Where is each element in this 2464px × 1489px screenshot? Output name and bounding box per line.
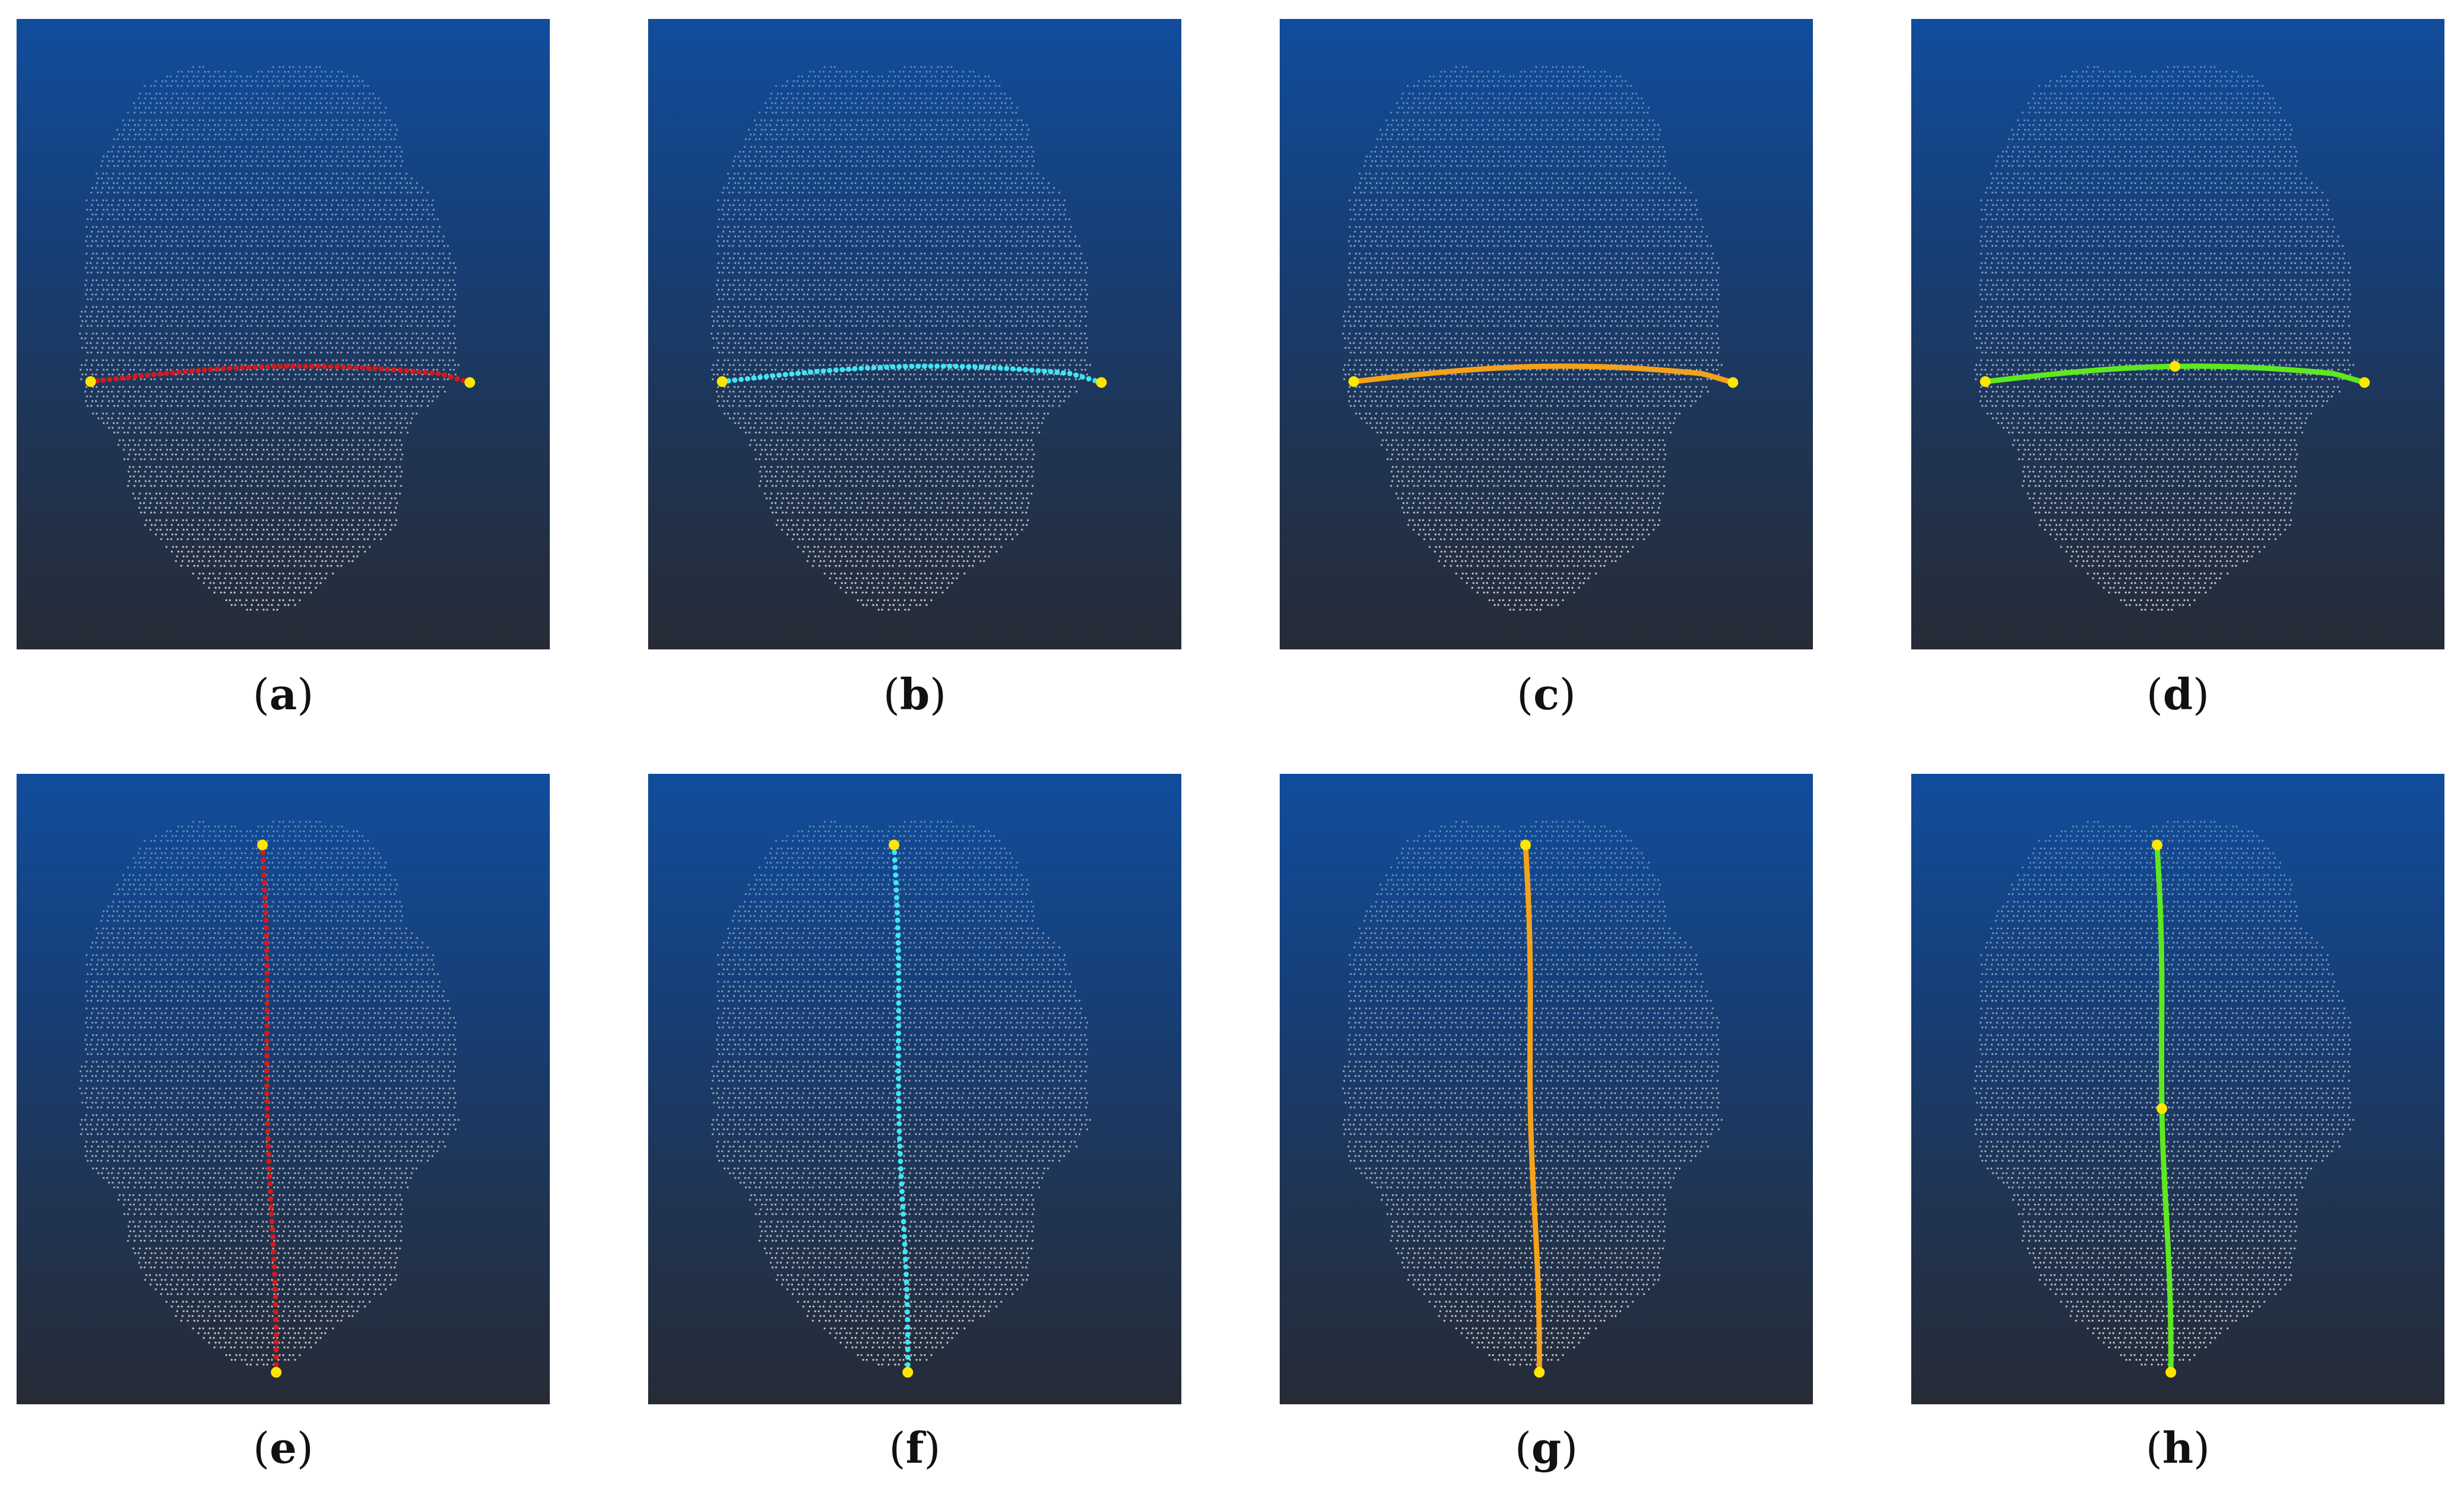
caption-open-paren: ( xyxy=(883,670,900,719)
point-cloud-panel-g xyxy=(1280,774,1813,1404)
point-cloud-render-e xyxy=(79,821,460,1378)
caption-letter: h xyxy=(2162,1423,2193,1473)
caption-letter: a xyxy=(270,669,297,719)
endpoint-end xyxy=(464,377,475,388)
caption-close-paren: ) xyxy=(930,670,946,719)
point-cloud-render-g xyxy=(1342,821,1723,1378)
point-cloud-panel-e xyxy=(17,774,550,1404)
point-cloud-render-b xyxy=(710,66,1107,611)
caption-open-paren: ( xyxy=(253,670,270,719)
panel-caption-g: (g) xyxy=(1280,1424,1813,1472)
caption-close-paren: ) xyxy=(1561,1423,1578,1473)
caption-close-paren: ) xyxy=(924,1423,940,1473)
endpoint-start xyxy=(85,376,96,387)
geodesic-path xyxy=(88,363,473,386)
point-cloud-panel-f xyxy=(648,774,1181,1404)
caption-letter: e xyxy=(270,1423,297,1473)
geodesic-path xyxy=(719,363,1104,386)
caption-open-paren: ( xyxy=(253,1423,270,1473)
caption-open-paren: ( xyxy=(1515,1423,1531,1473)
caption-close-paren: ) xyxy=(2193,1423,2210,1473)
point-cloud xyxy=(710,66,1091,611)
point-cloud-panel-h xyxy=(1911,774,2444,1404)
caption-open-paren: ( xyxy=(2146,1423,2162,1473)
caption-letter: c xyxy=(1533,669,1559,719)
panel-caption-b: (b) xyxy=(648,669,1181,719)
caption-close-paren: ) xyxy=(1559,670,1576,719)
point-cloud-panel-b xyxy=(648,19,1181,649)
endpoint-end xyxy=(1096,377,1107,388)
endpoint-end xyxy=(1534,1367,1545,1378)
geodesic-path xyxy=(1523,842,1542,1375)
endpoint-start xyxy=(1520,840,1531,850)
caption-open-paren: ( xyxy=(889,1423,905,1473)
endpoint-start xyxy=(1980,376,1991,387)
point-cloud xyxy=(710,821,1091,1366)
point-cloud-render-h xyxy=(1973,821,2354,1378)
panel-caption-e: (e) xyxy=(17,1424,550,1472)
caption-open-paren: ( xyxy=(1517,670,1533,719)
caption-close-paren: ) xyxy=(2193,670,2209,719)
point-cloud-render-f xyxy=(710,821,1091,1378)
point-cloud xyxy=(1973,821,2354,1366)
point-cloud xyxy=(79,821,460,1366)
panel-caption-f: (f) xyxy=(648,1424,1181,1472)
endpoint-start xyxy=(257,840,268,850)
endpoint-start xyxy=(1348,376,1359,387)
point-cloud xyxy=(1342,66,1723,611)
point-cloud xyxy=(1342,821,1723,1366)
panel-caption-a: (a) xyxy=(17,669,550,719)
panel-caption-d: (d) xyxy=(1911,669,2444,719)
panel-caption-c: (c) xyxy=(1280,669,1813,719)
geodesic-path xyxy=(891,842,911,1375)
panel-caption-h: (h) xyxy=(1911,1424,2444,1472)
caption-close-paren: ) xyxy=(297,670,313,719)
endpoint-end xyxy=(1728,377,1738,388)
endpoint-start xyxy=(889,840,899,850)
endpoint-end xyxy=(2359,377,2370,388)
point-cloud-panel-c xyxy=(1280,19,1813,649)
endpoint-end xyxy=(2165,1367,2177,1378)
point-cloud-render-a xyxy=(79,66,475,611)
caption-close-paren: ) xyxy=(297,1423,313,1473)
waypoint xyxy=(2170,361,2180,372)
point-cloud-panel-a xyxy=(17,19,550,649)
endpoint-start xyxy=(717,376,728,387)
point-cloud-render-d xyxy=(1973,66,2370,611)
endpoint-end xyxy=(271,1367,282,1378)
waypoint xyxy=(2157,1103,2168,1114)
caption-letter: b xyxy=(900,669,930,719)
caption-open-paren: ( xyxy=(2146,670,2163,719)
caption-letter: f xyxy=(906,1423,924,1473)
endpoint-start xyxy=(2152,840,2162,850)
point-cloud-panel-d xyxy=(1911,19,2444,649)
geodesic-path xyxy=(259,842,279,1375)
point-cloud-render-c xyxy=(1342,66,1738,611)
endpoint-end xyxy=(902,1367,914,1378)
point-cloud xyxy=(1973,66,2354,611)
geodesic-path xyxy=(1351,363,1736,386)
point-cloud xyxy=(79,66,460,611)
caption-letter: d xyxy=(2163,669,2193,719)
caption-letter: g xyxy=(1531,1423,1561,1473)
